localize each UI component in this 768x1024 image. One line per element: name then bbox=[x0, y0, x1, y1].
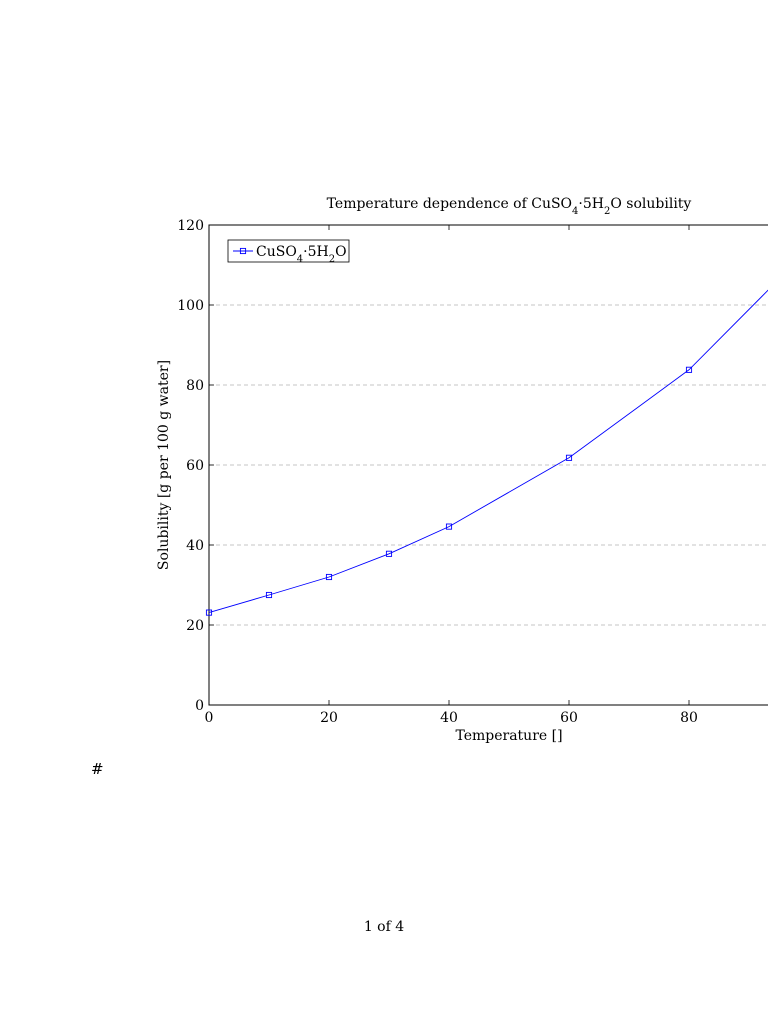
legend-box bbox=[227, 239, 350, 263]
legend-marker bbox=[239, 247, 247, 255]
x-tick-label: 40 bbox=[440, 710, 458, 726]
chart-title: Temperature dependence of CuSO4·5H2O sol… bbox=[327, 196, 692, 217]
x-axis-label: Temperature [] bbox=[455, 728, 562, 744]
y-tick-label: 20 bbox=[186, 618, 204, 634]
x-tick-label: 0 bbox=[205, 710, 214, 726]
data-point bbox=[445, 523, 453, 530]
x-tick-label: 60 bbox=[560, 710, 578, 726]
y-tick-label: 40 bbox=[186, 538, 204, 554]
data-point bbox=[325, 573, 333, 581]
y-tick-label: 80 bbox=[186, 378, 204, 394]
y-tick-label: 0 bbox=[195, 698, 204, 714]
page-indicator: 1 of 4 bbox=[363, 919, 405, 935]
series-line bbox=[208, 289, 768, 614]
plot-frame bbox=[208, 224, 768, 706]
legend-label: CuSO4·5H2O bbox=[256, 244, 347, 265]
y-tick-label: 100 bbox=[177, 298, 204, 314]
y-tick-label: 120 bbox=[177, 218, 204, 234]
y-tick-label: 60 bbox=[186, 458, 204, 474]
data-point bbox=[385, 550, 393, 557]
y-axis-label: Solubility [g per 100 g water] bbox=[156, 360, 172, 570]
data-point bbox=[205, 609, 213, 616]
data-point bbox=[265, 591, 273, 599]
x-tick-label: 20 bbox=[320, 710, 338, 726]
x-tick-label: 80 bbox=[680, 710, 698, 726]
stray-hash-text: # bbox=[91, 760, 104, 778]
data-point bbox=[565, 454, 573, 461]
data-point bbox=[685, 366, 693, 373]
